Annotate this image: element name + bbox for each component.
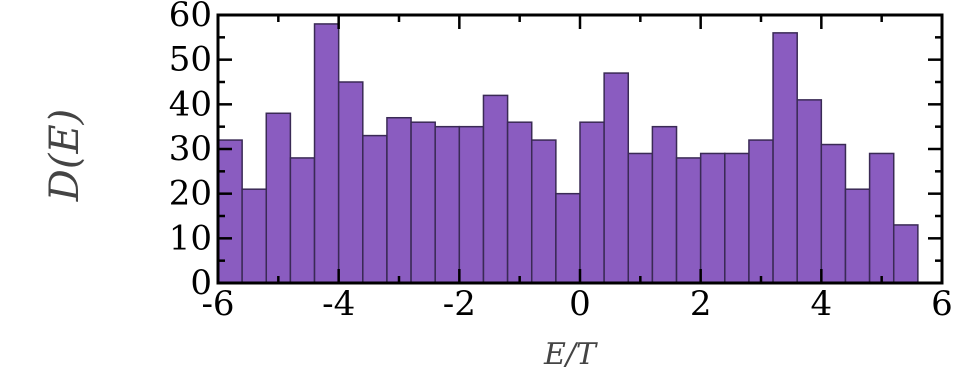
histogram-bar bbox=[555, 192, 581, 284]
y-tick-label: 60 bbox=[169, 0, 212, 35]
x-tick-labels: -6 -4 -2 0 2 4 6 bbox=[201, 284, 952, 324]
y-tick-label: 0 bbox=[190, 263, 212, 303]
histogram-bar bbox=[868, 152, 895, 284]
y-tick-label: 50 bbox=[169, 40, 212, 80]
y-tick-label: 40 bbox=[169, 84, 212, 124]
histogram-bar bbox=[386, 116, 412, 284]
histogram-bar bbox=[627, 152, 654, 284]
histogram-bar bbox=[241, 188, 268, 284]
bars-group bbox=[217, 23, 919, 284]
y-tick-label: 20 bbox=[169, 174, 212, 214]
histogram-bar bbox=[675, 157, 702, 284]
x-axis-label: E/T bbox=[543, 337, 598, 372]
histogram-bar bbox=[482, 94, 509, 284]
histogram-bar bbox=[362, 134, 388, 284]
histogram-bar bbox=[892, 224, 919, 284]
histogram-bar bbox=[337, 81, 364, 284]
x-tick-label: 0 bbox=[569, 284, 591, 324]
histogram-bar bbox=[651, 125, 678, 284]
histogram-bar bbox=[579, 121, 605, 284]
histogram-bar bbox=[844, 188, 871, 284]
histogram-bar bbox=[772, 32, 798, 284]
histogram-bar bbox=[506, 121, 533, 284]
histogram-bar bbox=[458, 125, 485, 284]
y-tick-label: 30 bbox=[169, 129, 212, 169]
x-tick-label: 6 bbox=[931, 284, 953, 324]
x-tick-label: -4 bbox=[322, 284, 355, 324]
histogram-bar bbox=[699, 152, 726, 284]
histogram-bar bbox=[820, 143, 847, 284]
y-axis-label: D(E) bbox=[42, 109, 88, 202]
y-tick-label: 10 bbox=[169, 218, 212, 258]
x-tick-label: 4 bbox=[811, 284, 833, 324]
histogram-bar bbox=[603, 72, 630, 284]
histogram-bar bbox=[724, 152, 750, 284]
ticks-group bbox=[216, 13, 944, 285]
histogram-bar bbox=[434, 125, 461, 284]
histogram-bar bbox=[748, 139, 774, 284]
histogram-bar bbox=[796, 99, 823, 284]
x-tick-label: -2 bbox=[443, 284, 476, 324]
histogram-bar bbox=[410, 121, 436, 284]
histogram-bar bbox=[313, 23, 340, 284]
histogram-bar bbox=[289, 157, 316, 284]
x-tick-label: -6 bbox=[201, 284, 234, 324]
histogram-bar bbox=[530, 139, 557, 284]
x-tick-label: 2 bbox=[690, 284, 712, 324]
histogram-bar bbox=[265, 112, 292, 284]
